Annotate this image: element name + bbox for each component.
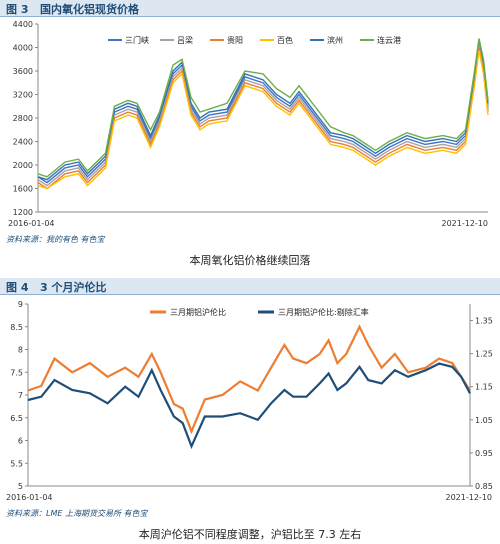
- alumina-price-chart: 1200 1600 2000 2400 2800 3200 3600 4000 4400 2016…: [8, 20, 489, 228]
- shfe-lme-ratio-chart: 5 5.5 6 6.5 7 7.5 8 8.5 9 0.85 0.95 1.05 1.15 1.25 1.3…: [6, 300, 493, 502]
- y-tick-label: 5.5: [10, 459, 23, 468]
- legend-label: 吕梁: [177, 36, 193, 45]
- y-tick-label: 8.5: [10, 323, 23, 332]
- y2-tick-label: 0.85: [475, 482, 493, 491]
- legend-label: 滨州: [327, 35, 343, 45]
- y-tick-label: 2400: [13, 138, 33, 147]
- y-tick-label: 2000: [13, 161, 33, 170]
- x-tick-label: 2016-01-04: [8, 219, 55, 228]
- y-tick-label: 8: [18, 346, 23, 355]
- y-tick-label: 4400: [13, 20, 33, 29]
- y-tick-label: 1600: [13, 185, 33, 194]
- x-tick-label: 2021-12-10: [442, 219, 489, 228]
- figure-3-caption: 本周氧化铝价格继续回落: [189, 254, 311, 267]
- legend-label: 三门峡: [125, 35, 149, 45]
- y-tick-label: 5: [18, 482, 23, 491]
- series-line: [37, 50, 489, 190]
- series-line: [27, 362, 471, 450]
- figure-4-caption: 本周沪伦铝不同程度调整，沪铝比至 7.3 左右: [138, 528, 362, 541]
- series-line: [37, 47, 489, 190]
- y-tick-label: 6: [18, 437, 23, 446]
- series-line: [37, 41, 489, 184]
- y2-tick-label: 1.15: [475, 383, 493, 392]
- series-line: [37, 44, 489, 187]
- legend-label: 贵阳: [227, 35, 243, 45]
- y-tick-label: 9: [18, 300, 23, 309]
- y-tick-label: 7: [18, 391, 23, 400]
- legend-label: 连云港: [377, 35, 401, 45]
- y2-tick-label: 0.95: [475, 449, 493, 458]
- figure-3-title: 国内氧化铝现货价格: [40, 3, 139, 16]
- figure-3-number: 图 3: [6, 3, 29, 16]
- x-tick-label: 2021-12-10: [446, 493, 493, 502]
- series-line: [27, 324, 471, 435]
- series-line: [37, 38, 489, 178]
- figure-3-source: 资料来源：我的有色 有色宝: [6, 235, 105, 244]
- y2-tick-label: 1.25: [475, 350, 493, 359]
- figure-4-title: 3 个月沪伦比: [40, 281, 107, 294]
- x-tick-label: 2016-01-04: [6, 493, 53, 502]
- y-tick-label: 2800: [13, 114, 33, 123]
- y2-tick-label: 1.35: [475, 317, 493, 326]
- y2-tick-label: 1.05: [475, 416, 493, 425]
- figure-4-header: 图 4 3 个月沪伦比: [0, 278, 500, 295]
- figure-4-number: 图 4: [6, 281, 29, 294]
- y-tick-label: 3600: [13, 67, 33, 76]
- legend-label: 百色: [277, 35, 293, 45]
- y-tick-label: 1200: [13, 208, 33, 217]
- y-tick-label: 6.5: [10, 414, 23, 423]
- legend-label: 三月期铝沪伦比:剔除汇率: [278, 307, 369, 317]
- y-tick-label: 7.5: [10, 368, 23, 377]
- y-tick-label: 3200: [13, 91, 33, 100]
- y-tick-label: 4000: [13, 44, 33, 53]
- legend-label: 三月期铝沪伦比: [170, 307, 226, 317]
- figure-3-header: 图 3 国内氧化铝现货价格: [0, 0, 500, 17]
- figure-4-source: 资料来源：LME 上海期货交易所 有色宝: [6, 509, 148, 518]
- series-line: [37, 38, 489, 181]
